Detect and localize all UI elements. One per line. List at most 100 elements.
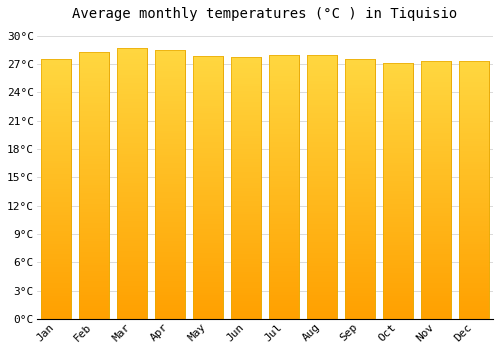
Bar xyxy=(306,139,337,142)
Bar xyxy=(116,248,147,251)
Bar xyxy=(154,171,185,174)
Bar xyxy=(154,88,185,90)
Bar xyxy=(421,71,451,74)
Bar xyxy=(383,109,413,112)
Bar xyxy=(344,59,375,319)
Bar xyxy=(40,117,71,119)
Bar xyxy=(306,163,337,166)
Bar xyxy=(383,89,413,91)
Bar xyxy=(459,61,490,319)
Bar xyxy=(116,89,147,91)
Bar xyxy=(154,311,185,314)
Bar xyxy=(459,293,490,296)
Bar xyxy=(268,128,299,131)
Bar xyxy=(459,257,490,260)
Bar xyxy=(383,119,413,122)
Bar xyxy=(154,184,185,187)
Bar xyxy=(383,78,413,81)
Bar xyxy=(344,106,375,108)
Bar xyxy=(40,137,71,140)
Bar xyxy=(230,118,261,120)
Bar xyxy=(154,98,185,101)
Bar xyxy=(192,71,223,74)
Bar xyxy=(421,195,451,198)
Bar xyxy=(40,264,71,267)
Bar xyxy=(230,264,261,267)
Bar xyxy=(344,62,375,64)
Bar xyxy=(268,245,299,247)
Bar xyxy=(383,81,413,84)
Bar xyxy=(268,126,299,128)
Bar xyxy=(344,225,375,228)
Bar xyxy=(421,149,451,152)
Bar xyxy=(192,177,223,179)
Bar xyxy=(78,169,109,172)
Bar xyxy=(268,63,299,65)
Bar xyxy=(230,219,261,222)
Bar xyxy=(383,137,413,140)
Bar xyxy=(40,187,71,189)
Bar xyxy=(344,80,375,83)
Bar xyxy=(344,83,375,85)
Bar xyxy=(459,224,490,226)
Bar xyxy=(344,288,375,290)
Bar xyxy=(192,56,223,319)
Bar xyxy=(459,226,490,229)
Bar xyxy=(421,213,451,216)
Bar xyxy=(116,211,147,213)
Bar xyxy=(268,221,299,224)
Bar xyxy=(192,116,223,119)
Bar xyxy=(344,262,375,264)
Bar xyxy=(230,157,261,159)
Bar xyxy=(344,251,375,254)
Bar xyxy=(78,68,109,70)
Bar xyxy=(383,112,413,114)
Bar xyxy=(306,276,337,279)
Bar xyxy=(230,84,261,86)
Bar xyxy=(230,144,261,146)
Bar xyxy=(421,146,451,149)
Bar xyxy=(154,61,185,63)
Bar xyxy=(40,223,71,225)
Bar xyxy=(78,281,109,284)
Bar xyxy=(383,84,413,86)
Bar xyxy=(192,272,223,274)
Bar xyxy=(78,116,109,119)
Bar xyxy=(78,78,109,81)
Bar xyxy=(116,259,147,262)
Bar xyxy=(154,93,185,96)
Bar xyxy=(306,250,337,253)
Bar xyxy=(383,96,413,99)
Bar xyxy=(344,244,375,246)
Bar xyxy=(459,77,490,79)
Bar xyxy=(268,86,299,89)
Bar xyxy=(116,311,147,314)
Bar xyxy=(344,158,375,161)
Bar xyxy=(306,226,337,229)
Bar xyxy=(268,84,299,86)
Bar xyxy=(459,198,490,200)
Bar xyxy=(459,190,490,192)
Bar xyxy=(421,61,451,319)
Bar xyxy=(40,77,71,80)
Bar xyxy=(306,245,337,247)
Bar xyxy=(154,131,185,133)
Bar xyxy=(40,111,71,114)
Bar xyxy=(116,191,147,194)
Bar xyxy=(268,234,299,237)
Bar xyxy=(154,55,185,58)
Bar xyxy=(383,273,413,275)
Bar xyxy=(40,288,71,290)
Bar xyxy=(78,103,109,105)
Bar xyxy=(230,240,261,243)
Bar xyxy=(192,63,223,66)
Bar xyxy=(192,298,223,300)
Bar xyxy=(344,285,375,288)
Bar xyxy=(421,118,451,120)
Bar xyxy=(268,298,299,300)
Bar xyxy=(116,292,147,294)
Bar xyxy=(40,259,71,262)
Bar xyxy=(344,135,375,137)
Bar xyxy=(154,303,185,306)
Bar xyxy=(40,114,71,117)
